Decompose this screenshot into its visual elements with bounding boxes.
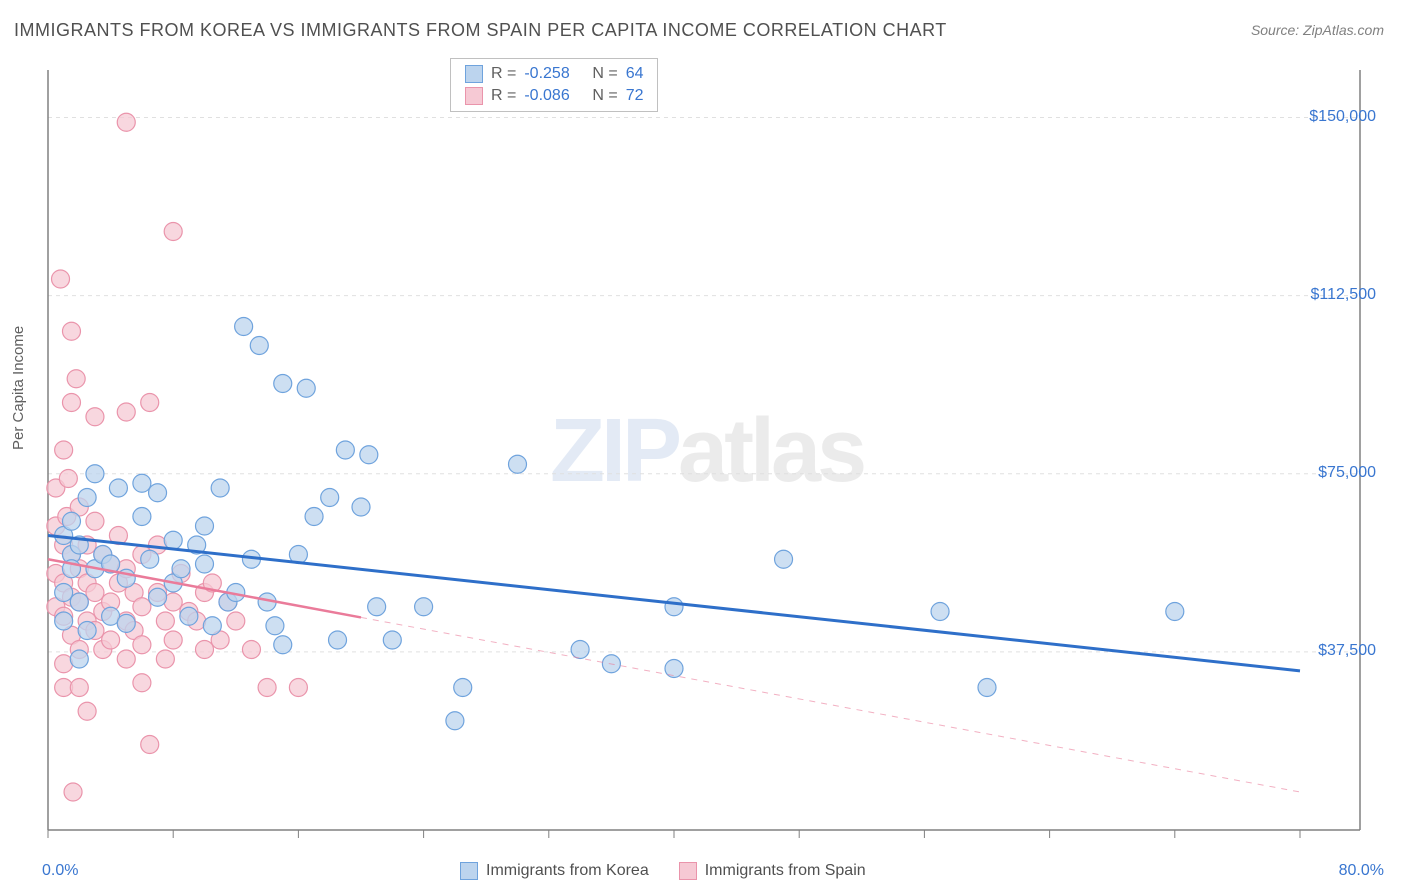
x-axis-min-label: 0.0% [42, 862, 78, 880]
legend-n-value: 72 [626, 87, 644, 105]
legend-n-value: 64 [626, 65, 644, 83]
legend-n-label: N = [592, 65, 617, 83]
legend-row-korea: R = -0.258 N = 64 [465, 63, 643, 85]
swatch-spain [679, 862, 697, 880]
y-tick-label: $37,500 [1318, 642, 1376, 660]
scatter-chart [0, 50, 1406, 850]
legend-r-label: R = [491, 65, 516, 83]
legend-label: Immigrants from Korea [486, 862, 649, 880]
swatch-korea [460, 862, 478, 880]
y-tick-label: $150,000 [1309, 108, 1376, 126]
x-axis-max-label: 80.0% [1339, 862, 1384, 880]
chart-title: IMMIGRANTS FROM KOREA VS IMMIGRANTS FROM… [14, 20, 947, 41]
swatch-spain [465, 87, 483, 105]
y-tick-label: $75,000 [1318, 464, 1376, 482]
legend-item-spain: Immigrants from Spain [679, 862, 866, 880]
legend-item-korea: Immigrants from Korea [460, 862, 649, 880]
legend-r-value: -0.258 [524, 65, 584, 83]
correlation-legend: R = -0.258 N = 64 R = -0.086 N = 72 [450, 58, 658, 112]
source-attribution: Source: ZipAtlas.com [1251, 22, 1384, 38]
y-tick-label: $112,500 [1310, 286, 1376, 304]
legend-row-spain: R = -0.086 N = 72 [465, 85, 643, 107]
swatch-korea [465, 65, 483, 83]
series-legend: Immigrants from Korea Immigrants from Sp… [460, 862, 866, 880]
legend-r-value: -0.086 [524, 87, 584, 105]
legend-r-label: R = [491, 87, 516, 105]
legend-n-label: N = [592, 87, 617, 105]
legend-label: Immigrants from Spain [705, 862, 866, 880]
